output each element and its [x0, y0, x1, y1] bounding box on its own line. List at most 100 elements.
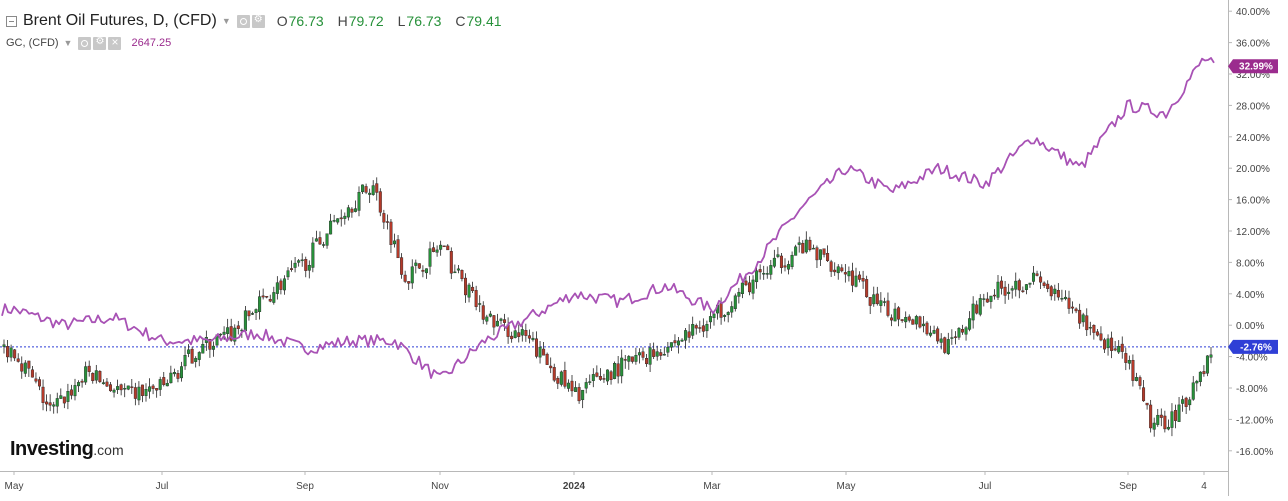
- eye-icon[interactable]: [78, 36, 92, 50]
- candle: [318, 231, 322, 245]
- candle: [179, 361, 183, 382]
- candle: [975, 300, 979, 315]
- candle-body: [865, 279, 869, 298]
- candle: [346, 204, 350, 221]
- candle-body: [666, 346, 670, 353]
- candle-body: [1000, 280, 1004, 289]
- candle: [265, 296, 269, 299]
- candle: [932, 325, 936, 335]
- candle: [243, 305, 247, 332]
- candle: [762, 265, 766, 280]
- chevron-down-icon[interactable]: ▼: [221, 16, 231, 26]
- gold-series-line: [1, 57, 1215, 379]
- candle: [1039, 271, 1043, 290]
- candle-body: [875, 293, 879, 305]
- candle: [460, 269, 464, 282]
- candle: [1053, 284, 1057, 301]
- candle-body: [130, 386, 134, 388]
- compare-header: GC, (CFD) ▼ 2647.25: [6, 34, 171, 52]
- compare-symbol[interactable]: GC, (CFD): [6, 37, 59, 49]
- candle: [758, 264, 762, 280]
- candle-body: [563, 370, 567, 387]
- y-tick-label: 24.00%: [1236, 133, 1270, 144]
- candle-body: [169, 372, 173, 384]
- candle-body: [453, 271, 457, 274]
- candle-body: [932, 330, 936, 334]
- symbol-title[interactable]: Brent Oil Futures, D, (CFD): [23, 12, 217, 29]
- gear-icon[interactable]: [93, 36, 107, 50]
- candle-body: [1156, 414, 1160, 425]
- candle-body: [971, 303, 975, 321]
- candle-body: [229, 326, 233, 341]
- candle-body: [162, 377, 166, 385]
- candle: [783, 258, 787, 272]
- candle: [765, 266, 769, 279]
- candle: [1099, 326, 1103, 342]
- candle: [992, 289, 996, 300]
- candle-body: [822, 248, 826, 255]
- candle: [865, 275, 869, 298]
- candle-body: [559, 371, 563, 385]
- candle: [495, 313, 499, 327]
- candle: [968, 311, 972, 332]
- eye-icon[interactable]: [236, 14, 250, 28]
- candle: [989, 295, 993, 309]
- candle-body: [112, 389, 116, 393]
- candle-body: [542, 348, 546, 356]
- candle-body: [545, 353, 549, 365]
- y-tick-label: 4.00%: [1236, 290, 1264, 301]
- candle-body: [950, 337, 954, 339]
- candle-body: [517, 332, 521, 337]
- candle-body: [524, 330, 528, 336]
- candle: [790, 251, 794, 270]
- candle: [197, 351, 201, 367]
- candle: [772, 249, 776, 269]
- candle-body: [446, 245, 450, 251]
- close-icon[interactable]: [108, 35, 122, 50]
- candle-body: [602, 378, 606, 380]
- candle-body: [467, 284, 471, 298]
- candle-body: [325, 233, 329, 246]
- candle: [1159, 408, 1163, 427]
- candle: [751, 275, 755, 300]
- candle-body: [677, 340, 681, 346]
- candle-body: [1007, 291, 1011, 294]
- candle: [1095, 328, 1099, 337]
- chevron-down-icon[interactable]: ▼: [63, 38, 73, 48]
- candle-body: [140, 384, 144, 396]
- candle-body: [30, 369, 34, 378]
- candle-body: [38, 379, 42, 387]
- candle: [776, 247, 780, 259]
- candle-body: [151, 385, 155, 389]
- candle: [819, 249, 823, 266]
- candle: [1007, 283, 1011, 300]
- candle-body: [80, 380, 84, 383]
- candle-body: [1095, 331, 1099, 336]
- candle: [130, 378, 134, 394]
- candle-body: [1060, 298, 1064, 300]
- candle: [620, 349, 624, 384]
- y-tick-label: 40.00%: [1236, 7, 1270, 18]
- candle: [556, 376, 560, 390]
- candle-body: [23, 362, 27, 374]
- investing-logo[interactable]: Investing.com: [10, 438, 124, 461]
- candle: [1071, 301, 1075, 314]
- candle: [1078, 303, 1082, 329]
- gear-icon[interactable]: [251, 14, 265, 28]
- candle-body: [655, 351, 659, 357]
- collapse-icon[interactable]: [6, 15, 17, 27]
- candle-body: [87, 365, 91, 372]
- close-value: 79.41: [466, 13, 502, 29]
- candle: [194, 356, 198, 368]
- candle-body: [1042, 282, 1046, 286]
- candle: [403, 270, 407, 284]
- candle-body: [165, 382, 169, 387]
- candle-body: [804, 239, 808, 253]
- candle: [169, 365, 173, 384]
- candle: [797, 236, 801, 253]
- candle: [91, 372, 95, 384]
- candle: [1131, 354, 1135, 387]
- candle: [350, 207, 354, 218]
